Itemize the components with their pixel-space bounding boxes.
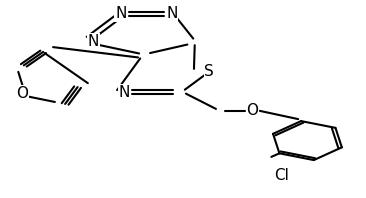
Text: N: N — [115, 6, 127, 21]
Text: N: N — [87, 34, 99, 49]
Text: O: O — [247, 103, 258, 118]
Text: N: N — [166, 6, 178, 21]
Text: N: N — [119, 85, 130, 100]
Text: S: S — [205, 64, 214, 79]
Text: O: O — [16, 86, 28, 101]
Text: Cl: Cl — [274, 168, 289, 183]
